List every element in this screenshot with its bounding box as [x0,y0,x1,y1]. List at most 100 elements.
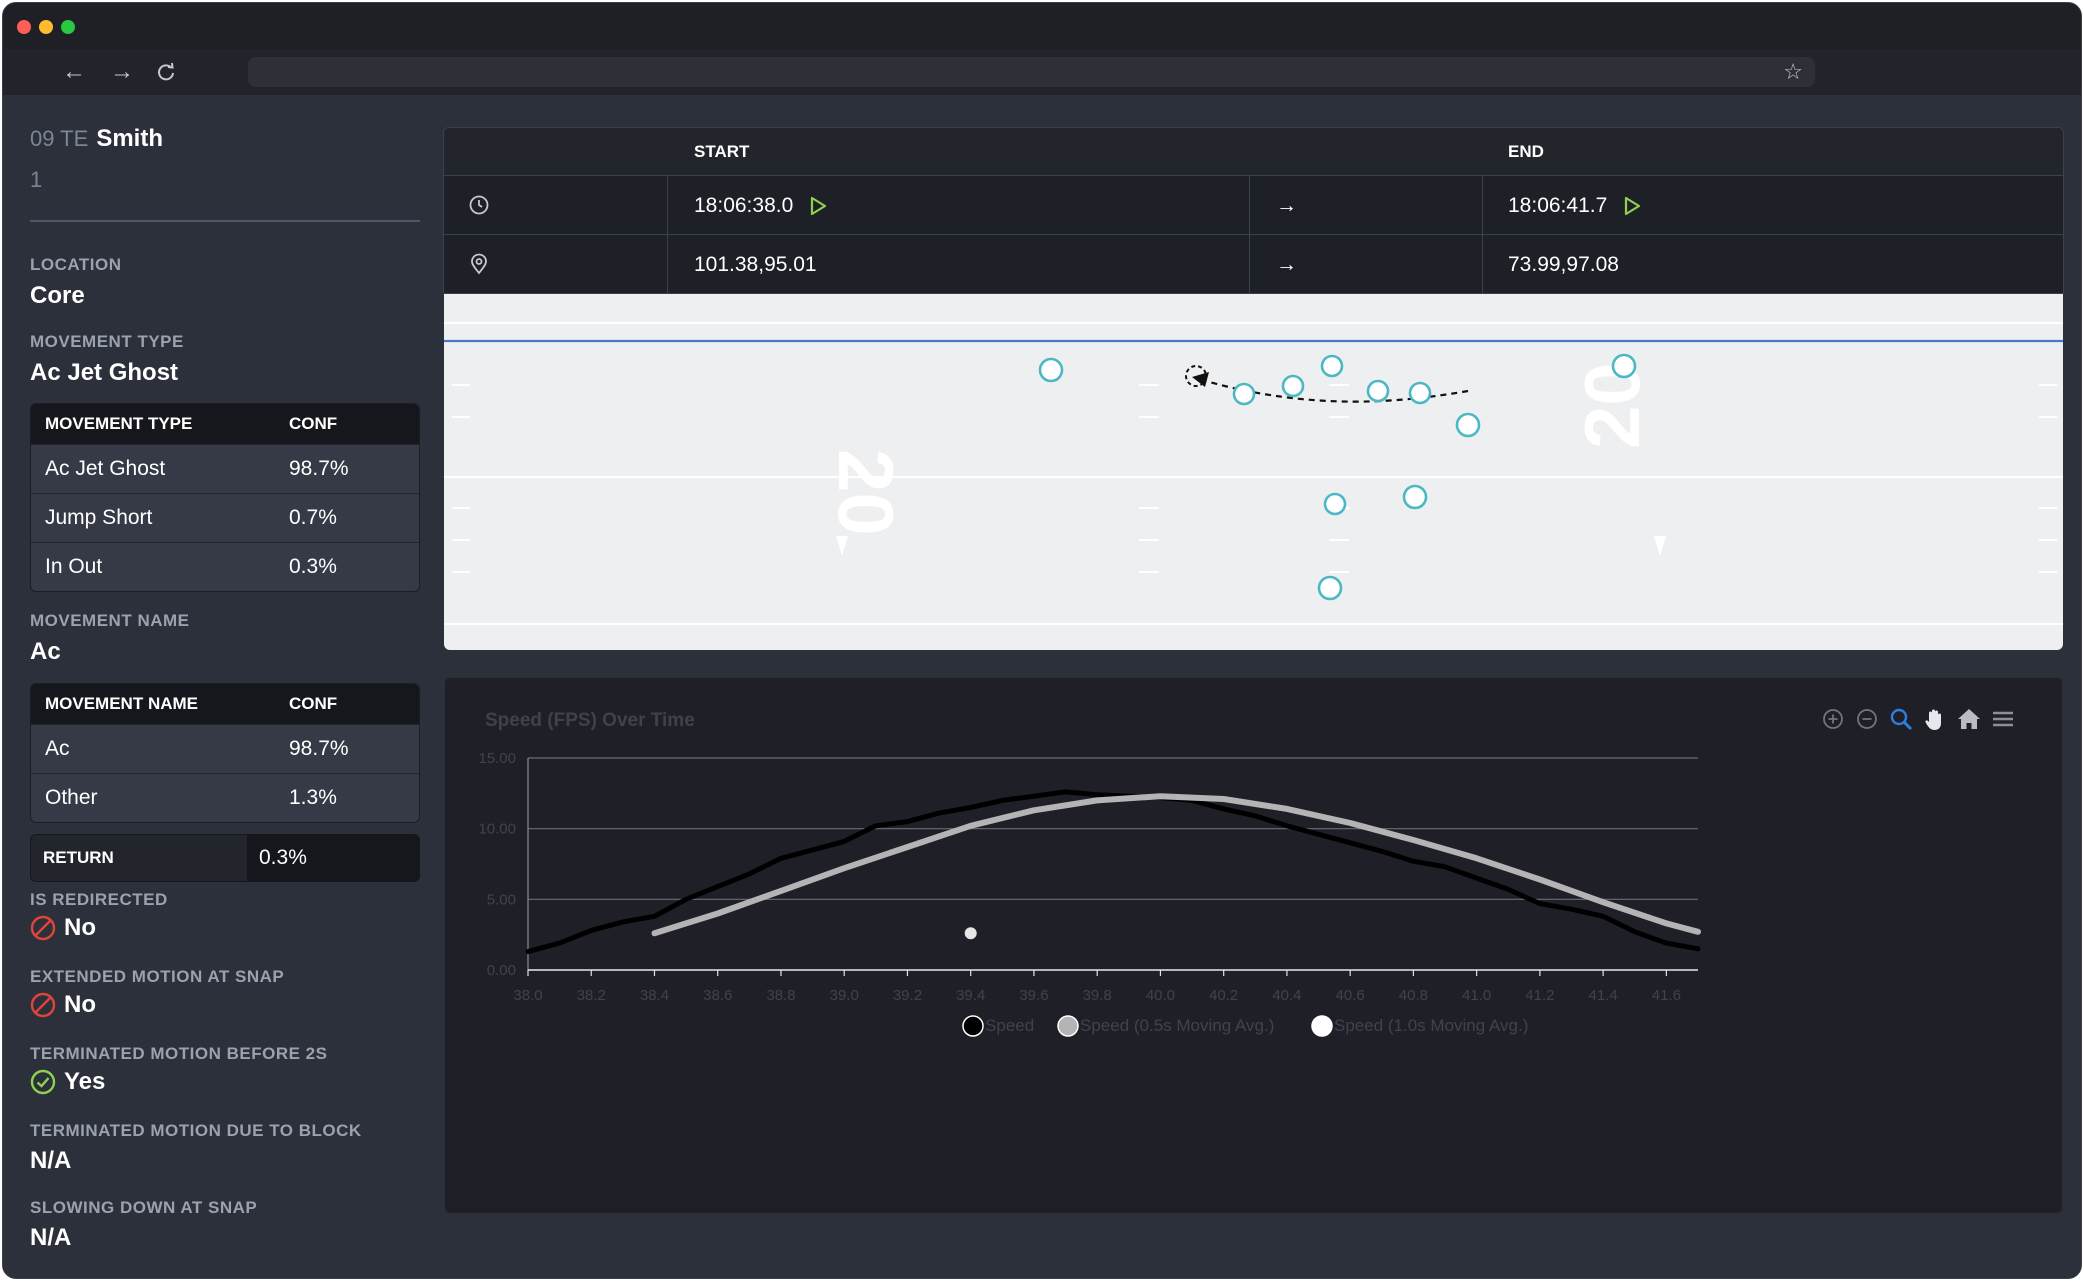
chart-title: Speed (FPS) Over Time [485,710,695,731]
browser-toolbar: ← → ☆ [3,49,2081,95]
magnifier-icon[interactable] [1888,706,1914,732]
reload-glyph [158,62,174,81]
forward-arrow-icon[interactable]: → [110,58,134,85]
x-tick-label: 39.0 [830,987,859,1004]
movement-name-table: MOVEMENT NAME CONF Ac 98.7% Other 1.3% [30,683,420,823]
x-tick-label: 39.8 [1083,987,1112,1004]
x-tick-label: 38.8 [766,987,795,1004]
legend-label: Speed [985,1016,1034,1035]
x-tick-label: 41.0 [1462,987,1491,1004]
player-marker[interactable] [1038,357,1064,383]
player-header: 09 TE Smith [30,125,163,153]
bookmark-star-icon[interactable]: ☆ [1783,59,1803,84]
x-tick-label: 39.4 [956,987,985,1004]
table-row[interactable]: Ac Jet Ghost 98.7% [31,444,419,493]
table-row[interactable]: In Out 0.3% [31,542,419,591]
column [668,128,1250,293]
terminated-before-2s-value: Yes [30,1068,105,1096]
column-header: MOVEMENT NAME [45,694,198,713]
player-marker[interactable] [1323,492,1347,516]
end-time: 18:06:41.7 [1508,176,1641,235]
return-label: RETURN [31,835,247,881]
hash-marks [452,384,2057,573]
slowing-down-value: N/A [30,1224,72,1251]
play-icon[interactable] [809,196,827,216]
row-conf: 98.7% [289,737,349,760]
zoom-out-icon[interactable] [1854,706,1880,732]
legend-label: Speed (0.5s Moving Avg.) [1080,1016,1274,1035]
maximize-window-button[interactable] [61,20,75,34]
player-number: 1 [30,167,43,192]
map-pin-icon [471,253,487,275]
player-marker[interactable] [1366,379,1390,403]
player-position: 09 TE [30,126,89,151]
movement-type-label: MOVEMENT TYPE [30,332,184,351]
slowing-down-label: SLOWING DOWN AT SNAP [30,1198,258,1217]
series-line [651,793,1701,937]
player-marker[interactable] [1408,381,1432,405]
start-header: START [694,142,750,161]
extended-motion-value: No [30,991,96,1019]
player-marker[interactable] [1320,354,1344,378]
return-box: RETURN 0.3% [30,834,420,882]
time-row: 18:06:38.0 → 18:06:41.7 [444,176,2063,235]
home-icon[interactable] [1956,706,1982,732]
table-row[interactable]: Jump Short 0.7% [31,493,419,542]
return-value: 0.3% [259,846,307,869]
row-conf: 98.7% [289,457,349,480]
table-row[interactable]: Ac 98.7% [31,724,419,773]
zoom-in-icon[interactable] [1820,706,1846,732]
app-content: 09 TE Smith 1 LOCATION Core MOVEMENT TYPE… [3,95,2081,1278]
menu-icon[interactable] [1990,706,2016,732]
minimize-window-button[interactable] [39,20,53,34]
arrow-right-icon: → [1276,253,1297,276]
field-diagram[interactable]: 20 20 [444,294,2063,650]
end-header: END [1508,142,1544,161]
x-tick-label: 41.2 [1525,987,1554,1004]
end-location: 73.99,97.08 [1508,253,1619,276]
player-marker[interactable] [1317,575,1343,601]
y-tick-label: 5.00 [487,891,516,908]
player-name: Smith [96,125,163,152]
x-tick-label: 41.6 [1652,987,1681,1004]
close-window-button[interactable] [17,20,31,34]
legend-marker [1057,1015,1079,1037]
player-marker[interactable] [1455,412,1481,438]
player-marker[interactable] [1232,382,1256,406]
table-header: MOVEMENT NAME CONF [31,684,419,724]
yard-number: 20 [1568,362,1656,449]
player-marker[interactable] [1402,484,1428,510]
x-tick-label: 40.8 [1399,987,1428,1004]
x-tick-label: 38.2 [577,987,606,1004]
players [1038,353,1637,601]
legend-marker [1311,1015,1333,1037]
player-marker[interactable] [1281,374,1305,398]
series-line [525,789,1701,955]
y-tick-label: 0.00 [487,962,516,979]
start-location: 101.38,95.01 [694,253,817,276]
route-arrowhead [1192,372,1209,387]
location-label: LOCATION [30,255,122,274]
table-row[interactable]: Other 1.3% [31,773,419,822]
check-circle-icon [30,1069,56,1095]
terminated-due-block-label: TERMINATED MOTION DUE TO BLOCK [30,1121,362,1140]
start-time-text: 18:06:38.0 [694,194,794,217]
back-arrow-icon[interactable]: ← [62,58,86,85]
column [444,128,668,293]
movement-name-label: MOVEMENT NAME [30,611,190,630]
row-name: Ac Jet Ghost [45,457,166,480]
title-bar [3,3,2081,49]
reload-icon[interactable] [151,57,181,87]
end-time-text: 18:06:41.7 [1508,194,1608,217]
arrow-right-icon: → [1276,194,1297,217]
row-conf: 0.3% [289,555,337,578]
x-tick-label: 38.0 [513,987,542,1004]
pan-hand-icon[interactable] [1922,706,1948,732]
legend-label: Speed (1.0s Moving Avg.) [1334,1016,1528,1035]
player-marker[interactable] [1611,353,1637,379]
legend-marker [962,1015,984,1037]
play-icon[interactable] [1623,196,1641,216]
address-bar[interactable]: ☆ [248,57,1815,87]
data-point [964,927,977,940]
